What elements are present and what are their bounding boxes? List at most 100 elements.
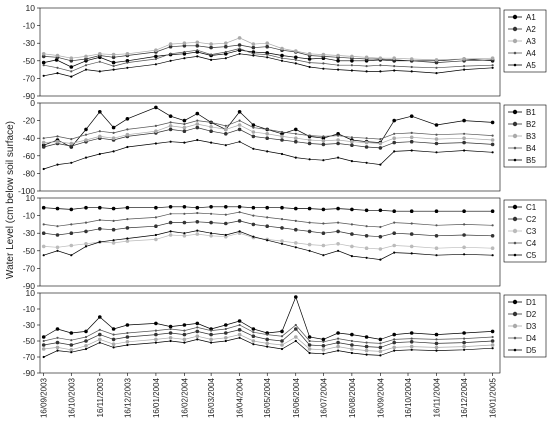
- data-point-b5: [379, 163, 382, 166]
- data-point-b3: [111, 136, 116, 140]
- data-point-b5: [183, 141, 186, 144]
- data-point-d1: [182, 323, 187, 327]
- data-point-b5: [322, 159, 325, 162]
- y-axis-label: Water Level (cm below soil surface): [5, 121, 16, 279]
- data-point-d2: [251, 334, 256, 339]
- y-tick-label: -10: [23, 304, 36, 314]
- data-point-d4: [238, 323, 241, 327]
- legend-label-a1: A1: [526, 13, 536, 22]
- data-point-c5: [112, 239, 115, 242]
- data-point-c2: [307, 229, 312, 234]
- data-point-a5: [224, 57, 227, 60]
- legend-label-d1: D1: [526, 298, 537, 307]
- legend-label-b3: B3: [526, 132, 536, 141]
- data-point-a1: [111, 60, 116, 65]
- data-point-b1: [294, 127, 298, 132]
- data-point-b5: [280, 152, 284, 156]
- data-point-d1: [125, 323, 130, 327]
- data-point-d1: [209, 327, 213, 331]
- data-point-c3: [350, 244, 354, 249]
- data-point-c1: [378, 208, 383, 213]
- legend-panel-4: D1 D2 D3 D4 D5: [503, 294, 547, 358]
- data-point-c2: [55, 233, 60, 237]
- y-tick-label: -30: [23, 320, 36, 330]
- x-tick-label: 16/12/2003: [123, 377, 132, 418]
- data-point-b3: [154, 129, 158, 133]
- data-point-b4: [154, 124, 157, 127]
- data-point-d5: [154, 341, 157, 344]
- data-point-c2: [98, 227, 102, 231]
- data-point-d1: [41, 335, 46, 339]
- data-point-d1: [154, 321, 158, 326]
- data-point-c5: [56, 249, 59, 252]
- data-point-d5: [308, 351, 311, 355]
- data-point-b5: [210, 141, 213, 144]
- data-point-c3: [195, 232, 200, 236]
- data-point-c1: [237, 205, 242, 209]
- data-point-d3: [195, 334, 200, 339]
- data-point-a4: [337, 64, 340, 67]
- series-c5: [42, 229, 494, 261]
- data-point-a2: [69, 59, 74, 63]
- data-point-d2: [98, 332, 102, 337]
- data-point-c2: [168, 220, 173, 225]
- panel-frame: [39, 292, 501, 374]
- data-point-b5: [350, 160, 353, 163]
- data-point-d5: [294, 339, 297, 343]
- data-point-d3: [84, 344, 88, 348]
- data-point-c5: [169, 230, 172, 233]
- data-point-c1: [336, 206, 340, 211]
- data-point-c2: [294, 227, 298, 232]
- data-point-d3: [462, 344, 466, 349]
- data-point-c4: [322, 222, 325, 225]
- data-point-c5: [379, 258, 382, 261]
- data-point-c3: [182, 234, 187, 238]
- data-point-c4: [350, 223, 353, 226]
- data-point-c4: [169, 212, 172, 215]
- data-point-c1: [280, 205, 284, 210]
- data-point-d3: [280, 343, 284, 347]
- x-tick-label: 16/11/2003: [96, 377, 105, 417]
- y-tick-label: -20: [23, 116, 36, 126]
- y-tick-label: -90: [23, 368, 36, 378]
- data-point-d1: [294, 295, 298, 299]
- series-c4: [42, 211, 494, 229]
- data-point-b4: [196, 119, 199, 122]
- data-point-d3: [168, 336, 173, 340]
- data-point-a2: [84, 57, 88, 61]
- data-point-d3: [111, 342, 116, 347]
- data-point-b2: [209, 129, 213, 133]
- series-line-b1: [43, 107, 493, 148]
- data-point-b3: [195, 122, 200, 126]
- data-point-c2: [364, 234, 369, 238]
- data-point-d5: [70, 351, 73, 354]
- data-point-a4: [56, 66, 59, 69]
- data-point-a1: [182, 52, 187, 56]
- data-point-b4: [308, 134, 311, 137]
- data-point-d4: [435, 338, 438, 341]
- data-point-c4: [365, 225, 368, 228]
- data-point-a3: [280, 46, 284, 51]
- data-point-a1: [294, 55, 298, 60]
- data-point-d5: [224, 339, 227, 343]
- data-point-d4: [463, 337, 466, 340]
- data-point-b2: [280, 138, 284, 142]
- data-point-b1: [98, 110, 102, 114]
- data-point-b3: [294, 136, 298, 140]
- data-point-c5: [84, 245, 88, 248]
- data-point-b4: [210, 121, 213, 124]
- data-point-c1: [462, 209, 466, 213]
- data-point-d5: [183, 341, 186, 344]
- data-point-a4: [463, 65, 466, 68]
- data-point-a3: [125, 52, 130, 56]
- data-point-d4: [337, 337, 340, 340]
- y-tick-label: -10: [23, 21, 36, 31]
- x-tick-label: 16/01/2005: [489, 377, 498, 418]
- x-tick-label: 16/07/2004: [319, 377, 328, 418]
- data-point-d3: [182, 337, 187, 342]
- series-line-a3: [43, 37, 493, 61]
- data-point-b3: [182, 125, 187, 130]
- data-point-b2: [321, 142, 326, 147]
- data-point-c3: [378, 247, 383, 251]
- data-point-c3: [224, 234, 228, 239]
